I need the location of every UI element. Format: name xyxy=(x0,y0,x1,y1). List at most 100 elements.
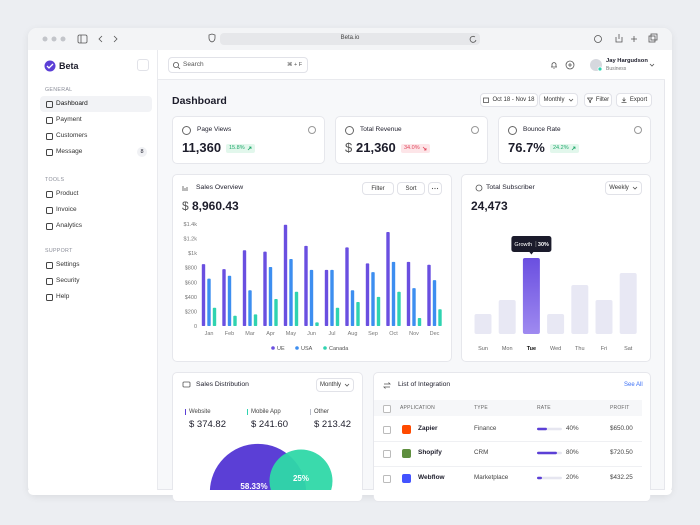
stat-card xyxy=(172,116,325,164)
avatar[interactable] xyxy=(589,58,603,72)
nav-item[interactable]: Invoice xyxy=(56,206,77,213)
chrome-icons xyxy=(42,33,658,44)
stat-label: Page Views xyxy=(197,126,232,133)
nav-icon xyxy=(46,101,53,108)
trend-arrow-path xyxy=(422,146,427,150)
chevron-path xyxy=(344,383,350,387)
app-icon xyxy=(402,425,411,434)
filter-label: Filter xyxy=(595,97,610,103)
checkbox[interactable] xyxy=(383,475,391,483)
stat-icon xyxy=(508,126,517,135)
more-button[interactable] xyxy=(428,182,442,195)
url-bar[interactable] xyxy=(220,33,480,45)
nav-item[interactable]: Help xyxy=(56,293,70,300)
window-bottom xyxy=(28,490,672,495)
nav-item[interactable]: Customers xyxy=(56,132,88,139)
card-title: Total Subscriber xyxy=(486,184,535,191)
card-title: Sales Distribution xyxy=(196,381,249,388)
nav-item[interactable]: Message xyxy=(56,148,83,155)
stat-label: Total Revenue xyxy=(360,126,402,133)
nav-item[interactable]: Settings xyxy=(56,261,80,268)
period-button[interactable]: Monthly xyxy=(316,378,354,392)
trend-arrow-path xyxy=(571,146,576,150)
checkbox[interactable] xyxy=(383,405,391,413)
active-item-bg[interactable] xyxy=(40,96,152,112)
chevron xyxy=(632,186,638,190)
user-role: Business xyxy=(606,66,627,72)
profit: $720.50 xyxy=(610,449,633,456)
export-button[interactable]: Export xyxy=(616,93,652,107)
nav-badge: 8 xyxy=(137,147,147,157)
collapse-button[interactable] xyxy=(137,59,149,71)
nav-item[interactable]: Dashboard xyxy=(56,100,88,107)
period-button[interactable]: Weekly xyxy=(605,181,642,195)
section-title: SUPPORT xyxy=(45,248,73,254)
app-name: Webflow xyxy=(418,474,445,481)
card-button[interactable]: Sort xyxy=(397,182,425,195)
date-range-button[interactable]: Oct 18 - Nov 18 xyxy=(480,93,538,107)
total-value: 8,960.43 xyxy=(192,199,239,213)
total-currency: $ xyxy=(182,199,189,213)
filter-button[interactable]: Filter xyxy=(584,93,612,107)
trend-arrow xyxy=(422,146,427,150)
trend-arrow xyxy=(247,146,252,150)
sales-card xyxy=(172,174,452,362)
nav-item[interactable]: Analytics xyxy=(56,222,83,229)
column-header: TYPE xyxy=(474,405,488,411)
section-title: TOOLS xyxy=(45,177,65,183)
checkbox[interactable] xyxy=(383,450,391,458)
change-value: 34.0% xyxy=(404,145,420,151)
card-title: Sales Overview xyxy=(196,184,244,191)
logo xyxy=(44,60,56,72)
legend-marker xyxy=(185,409,187,415)
stat-card xyxy=(335,116,488,164)
see-all-link[interactable]: See All xyxy=(624,381,643,388)
reload-icon[interactable] xyxy=(468,34,478,44)
nav-icon xyxy=(46,207,53,214)
period-label: Monthly xyxy=(319,382,341,388)
brand: Beta xyxy=(59,61,79,71)
legend-value: $ 374.82 xyxy=(189,419,226,430)
search-box[interactable] xyxy=(168,57,308,73)
date-range: Oct 18 - Nov 18 xyxy=(492,97,535,103)
nav-item[interactable]: Security xyxy=(56,277,80,284)
legend-marker xyxy=(310,409,312,415)
topbar-icons[interactable] xyxy=(548,59,588,71)
info-icon xyxy=(471,126,479,134)
app-icon xyxy=(402,449,411,458)
nav-item[interactable]: Product xyxy=(56,190,79,197)
nav-icon xyxy=(46,133,53,140)
nav-icon xyxy=(46,223,53,230)
legend-name: Mobile App xyxy=(251,408,281,415)
card-button[interactable]: Filter xyxy=(362,182,394,195)
stat-change: 34.0% xyxy=(401,143,430,153)
button-label: Filter xyxy=(371,185,385,192)
period-label: Weekly xyxy=(609,185,629,191)
card-title: List of Integration xyxy=(398,381,451,388)
stat-change: 24.2% xyxy=(550,143,579,153)
trend-arrow-path xyxy=(247,146,252,150)
stat-currency: $ xyxy=(345,140,353,155)
table-header xyxy=(374,400,642,416)
user-name: Jay Hargudson xyxy=(606,58,648,64)
chevron xyxy=(344,383,350,387)
user-menu-chevron[interactable] xyxy=(648,61,656,69)
change-value: 24.2% xyxy=(553,145,569,151)
period-button[interactable]: Monthly xyxy=(539,93,578,107)
nav-icon xyxy=(46,117,53,124)
nav-item[interactable]: Payment xyxy=(56,116,82,123)
stat-label: Bounce Rate xyxy=(523,126,561,133)
stat-value: 76.7% xyxy=(508,140,545,155)
checkbox[interactable] xyxy=(383,426,391,434)
info-icon xyxy=(308,126,316,134)
app-type: Marketplace xyxy=(474,474,509,481)
legend-value: $ 213.42 xyxy=(314,419,351,430)
nav-icon xyxy=(46,294,53,301)
export-label: Export xyxy=(629,97,648,103)
nav-icon xyxy=(46,278,53,285)
column-header: RATE xyxy=(537,405,551,411)
stat-value: 11,360 xyxy=(182,140,222,155)
legend-name: Other xyxy=(314,408,330,415)
stat-change: 15.8% xyxy=(226,143,255,153)
